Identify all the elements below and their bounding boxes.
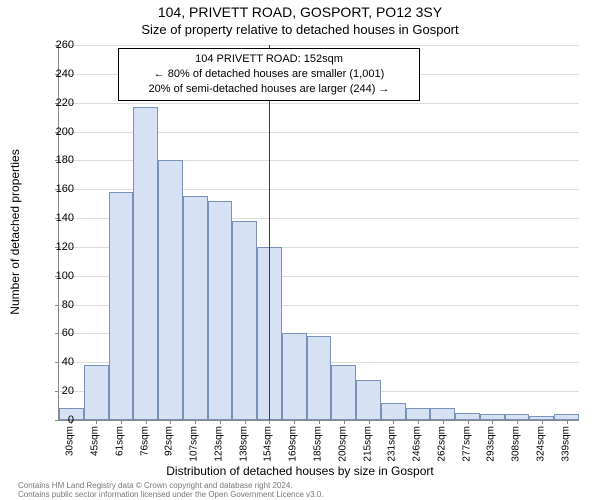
credits: Contains HM Land Registry data © Crown c…: [18, 482, 324, 500]
y-tick-label: 160: [34, 183, 74, 195]
x-tick-label: 339sqm: [560, 426, 571, 462]
x-tick-label: 138sqm: [238, 426, 249, 462]
info-box-line: 104 PRIVETT ROAD: 152sqm: [125, 52, 413, 67]
info-box-line: ← 80% of detached houses are smaller (1,…: [125, 67, 413, 82]
x-tick-label: 215sqm: [362, 426, 373, 462]
marker-line: [269, 45, 270, 420]
y-tick-label: 100: [34, 270, 74, 282]
y-tick-label: 40: [34, 356, 74, 368]
info-box: 104 PRIVETT ROAD: 152sqm← 80% of detache…: [118, 48, 420, 101]
y-tick-label: 140: [34, 212, 74, 224]
y-tick-label: 60: [34, 327, 74, 339]
chart-title: 104, PRIVETT ROAD, GOSPORT, PO12 3SY: [0, 4, 600, 20]
chart-subtitle: Size of property relative to detached ho…: [0, 22, 600, 37]
x-tick-label: 169sqm: [288, 426, 299, 462]
histogram-bar: [381, 403, 406, 420]
plot-area: [58, 45, 579, 421]
y-tick-label: 220: [34, 97, 74, 109]
histogram-bar: [133, 107, 158, 420]
x-tick-label: 262sqm: [436, 426, 447, 462]
x-axis-label: Distribution of detached houses by size …: [0, 464, 600, 478]
histogram-bar: [232, 221, 257, 420]
y-tick-label: 180: [34, 154, 74, 166]
x-tick-label: 246sqm: [412, 426, 423, 462]
y-tick-label: 20: [34, 385, 74, 397]
y-tick-label: 200: [34, 126, 74, 138]
histogram-bar: [183, 196, 208, 420]
histogram-bar: [307, 336, 332, 420]
histogram-bar: [84, 365, 109, 420]
histogram-bar: [331, 365, 356, 420]
x-tick-label: 76sqm: [139, 426, 150, 456]
histogram-bar: [158, 160, 183, 420]
y-tick-label: 240: [34, 68, 74, 80]
histogram-bar: [356, 380, 381, 420]
x-tick-label: 293sqm: [486, 426, 497, 462]
y-tick-label: 80: [34, 299, 74, 311]
y-tick-label: 120: [34, 241, 74, 253]
y-tick-label: 260: [34, 39, 74, 51]
histogram-bar: [282, 333, 307, 420]
y-axis-label: Number of detached properties: [8, 67, 22, 232]
histogram-bar: [406, 408, 431, 420]
x-tick-label: 61sqm: [114, 426, 125, 456]
histogram-bar: [455, 413, 480, 420]
y-tick-label: 0: [34, 414, 74, 426]
histogram-bar: [109, 192, 134, 420]
histogram-bar: [208, 201, 233, 420]
x-tick-label: 277sqm: [461, 426, 472, 462]
histogram-bar: [430, 408, 455, 420]
credits-line: Contains public sector information licen…: [18, 491, 324, 500]
x-tick-label: 154sqm: [263, 426, 274, 462]
x-tick-label: 231sqm: [387, 426, 398, 462]
x-tick-label: 185sqm: [313, 426, 324, 462]
x-tick-label: 107sqm: [189, 426, 200, 462]
info-box-line: 20% of semi-detached houses are larger (…: [125, 82, 413, 97]
x-tick-label: 45sqm: [90, 426, 101, 456]
grid-line: [59, 103, 579, 104]
grid-line: [59, 45, 579, 46]
x-tick-label: 30sqm: [65, 426, 76, 456]
x-tick-label: 123sqm: [213, 426, 224, 462]
x-tick-label: 308sqm: [511, 426, 522, 462]
x-tick-label: 324sqm: [535, 426, 546, 462]
x-tick-label: 92sqm: [164, 426, 175, 456]
x-tick-label: 200sqm: [337, 426, 348, 462]
